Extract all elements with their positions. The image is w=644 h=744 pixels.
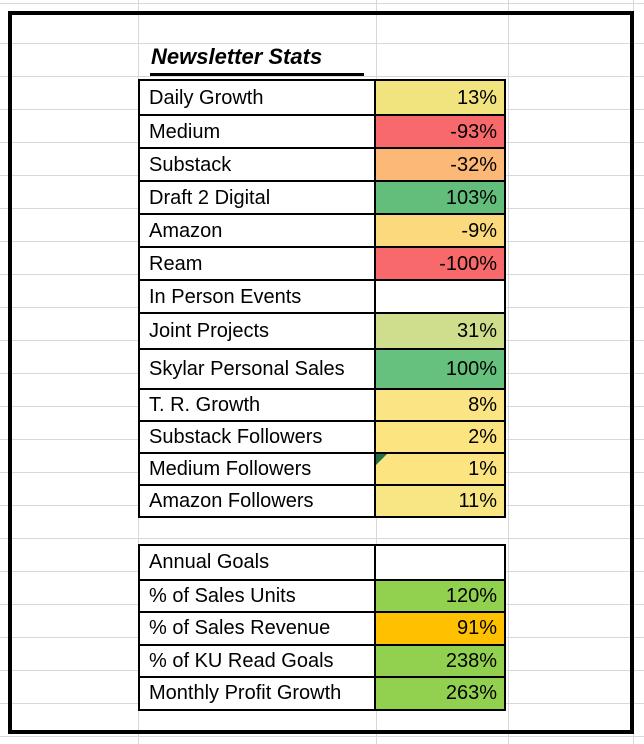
row-label-cell[interactable]: Medium — [140, 116, 376, 147]
row-label-cell[interactable]: Joint Projects — [140, 314, 376, 348]
row-label-cell[interactable]: Daily Growth — [140, 81, 376, 114]
row-value-cell[interactable]: 1% — [376, 454, 504, 484]
table-row: % of KU Read Goals 238% — [140, 643, 504, 676]
sheet-title[interactable]: Newsletter Stats — [150, 44, 365, 76]
row-value-cell[interactable]: -100% — [376, 248, 504, 279]
table-row: Ream -100% — [140, 246, 504, 279]
row-label-cell[interactable]: T. R. Growth — [140, 390, 376, 420]
table-row: Daily Growth 13% — [140, 81, 504, 114]
table-row: Monthly Profit Growth 263% — [140, 676, 504, 709]
row-value-cell[interactable]: -93% — [376, 116, 504, 147]
row-value-cell[interactable] — [376, 546, 504, 579]
row-label-cell[interactable]: Medium Followers — [140, 454, 376, 484]
row-label-cell[interactable]: Monthly Profit Growth — [140, 678, 376, 709]
row-label-cell[interactable]: Amazon Followers — [140, 486, 376, 516]
table-row: In Person Events — [140, 279, 504, 312]
table-row: % of Sales Units 120% — [140, 578, 504, 611]
row-value-cell[interactable]: -32% — [376, 149, 504, 180]
row-value-cell[interactable]: 120% — [376, 580, 504, 611]
table-row: % of Sales Revenue 91% — [140, 611, 504, 644]
row-value-cell[interactable]: 103% — [376, 182, 504, 213]
table-row: Substack Followers 2% — [140, 420, 504, 452]
table-row: Substack -32% — [140, 147, 504, 180]
row-value-cell[interactable]: 91% — [376, 613, 504, 644]
row-value-cell[interactable]: 263% — [376, 678, 504, 709]
table-row: Medium -93% — [140, 114, 504, 147]
row-label-cell[interactable]: % of KU Read Goals — [140, 645, 376, 676]
row-label-cell[interactable]: Amazon — [140, 215, 376, 246]
table-row: Amazon Followers 11% — [140, 484, 504, 516]
row-value-cell[interactable] — [376, 281, 504, 312]
newsletter-stats-table: Daily Growth 13% Medium -93% Substack -3… — [138, 79, 506, 518]
table-row: Skylar Personal Sales 100% — [140, 348, 504, 388]
row-label-cell[interactable]: Substack — [140, 149, 376, 180]
row-value-cell[interactable]: 100% — [376, 350, 504, 388]
row-label-cell[interactable]: Annual Goals — [140, 546, 376, 579]
sheet-border — [8, 11, 634, 734]
row-value-cell[interactable]: 238% — [376, 645, 504, 676]
table-row: Medium Followers 1% — [140, 452, 504, 484]
row-label-cell[interactable]: Skylar Personal Sales — [140, 350, 376, 388]
row-value-cell[interactable]: 11% — [376, 486, 504, 516]
table-row: Annual Goals — [140, 546, 504, 579]
row-label-cell[interactable]: % of Sales Revenue — [140, 613, 376, 644]
row-label-cell[interactable]: Draft 2 Digital — [140, 182, 376, 213]
row-label-cell[interactable]: % of Sales Units — [140, 580, 376, 611]
row-label-cell[interactable]: Ream — [140, 248, 376, 279]
table-row: Draft 2 Digital 103% — [140, 180, 504, 213]
table-row: T. R. Growth 8% — [140, 388, 504, 420]
annual-goals-table: Annual Goals % of Sales Units 120% % of … — [138, 544, 506, 711]
row-value-cell[interactable]: 8% — [376, 390, 504, 420]
top-gridline — [0, 3, 644, 4]
row-label-cell[interactable]: Substack Followers — [140, 422, 376, 452]
table-row: Joint Projects 31% — [140, 312, 504, 348]
table-row: Amazon -9% — [140, 213, 504, 246]
vertical-gridline — [508, 0, 509, 744]
row-value-cell[interactable]: 31% — [376, 314, 504, 348]
row-value-cell[interactable]: 13% — [376, 81, 504, 114]
row-value-cell[interactable]: -9% — [376, 215, 504, 246]
row-label-cell[interactable]: In Person Events — [140, 281, 376, 312]
row-value-cell[interactable]: 2% — [376, 422, 504, 452]
